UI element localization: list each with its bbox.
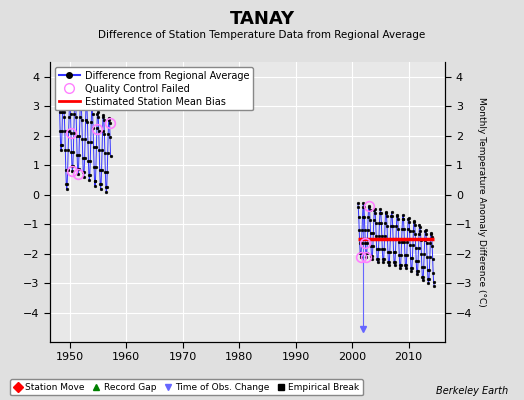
Legend: Station Move, Record Gap, Time of Obs. Change, Empirical Break: Station Move, Record Gap, Time of Obs. C…: [10, 379, 363, 396]
Text: TANAY: TANAY: [230, 10, 294, 28]
Text: Berkeley Earth: Berkeley Earth: [436, 386, 508, 396]
Legend: Difference from Regional Average, Quality Control Failed, Estimated Station Mean: Difference from Regional Average, Qualit…: [54, 67, 253, 110]
Text: Difference of Station Temperature Data from Regional Average: Difference of Station Temperature Data f…: [99, 30, 425, 40]
Y-axis label: Monthly Temperature Anomaly Difference (°C): Monthly Temperature Anomaly Difference (…: [477, 97, 486, 307]
